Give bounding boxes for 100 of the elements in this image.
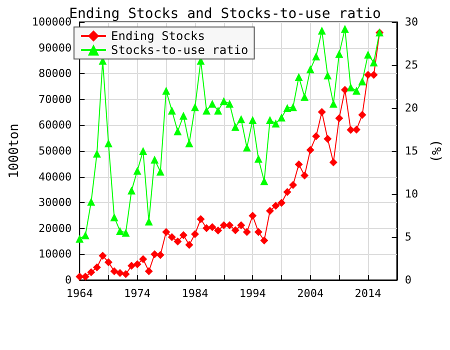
y-tick-label: 30000 [38,196,72,210]
point [139,255,148,264]
point [335,50,344,58]
point [110,267,118,276]
point [260,177,268,186]
x-tick-label: 1974 [124,287,151,300]
point [220,221,228,230]
point [168,106,176,115]
point [214,226,222,234]
x-tick-label: 2014 [354,287,382,300]
point [254,228,262,236]
point [150,250,159,258]
y-tick-label: 70000 [38,92,72,106]
point [370,58,378,66]
point [208,100,216,108]
y2-tick-label: 5 [404,230,412,244]
y2-tick-label: 15 [404,144,418,158]
point [289,181,298,190]
point [346,126,355,134]
point [179,112,188,120]
point [329,158,338,166]
x-tick-label: 1994 [239,287,266,300]
point [190,230,199,238]
point [122,270,130,278]
point [237,221,246,230]
point [144,267,153,276]
point [335,114,344,122]
point [254,154,262,163]
y-tick-label: 40000 [38,170,72,184]
point [237,115,246,124]
point [156,250,164,259]
point [208,223,216,232]
point [306,65,314,74]
point [150,156,159,164]
point [87,268,96,276]
point [162,86,170,95]
y2-tick-label: 25 [404,58,418,72]
point [231,122,240,131]
x-tick-label: 1964 [66,287,94,300]
point [283,188,292,196]
y-tick-label: 90000 [38,41,72,54]
point [104,258,112,266]
y2-tick-label: 20 [404,102,418,114]
point [156,168,164,176]
point [128,186,136,195]
point [300,92,309,101]
point [122,228,130,237]
y-tick-label: 10000 [38,248,72,261]
point [179,231,188,240]
point [202,106,211,115]
point [168,233,176,242]
point [346,83,355,92]
x-tick-label: 1984 [182,287,209,300]
point [358,77,366,86]
point [128,262,136,270]
point [133,166,142,175]
point [76,234,84,243]
x-tick-label: 2004 [297,287,324,300]
point [272,202,280,210]
y-tick-label: 60000 [38,118,72,132]
point [278,113,286,122]
point [294,160,303,168]
y-axis-title: 1000ton [7,124,22,178]
point [248,116,257,124]
point [226,100,234,108]
point [116,269,124,278]
y2-tick-label: 10 [404,188,418,200]
point [324,71,332,80]
point [92,263,101,272]
point [231,226,240,234]
y2-tick-label: 30 [404,16,418,28]
point [226,221,234,230]
point [260,236,268,245]
point [300,172,309,180]
point [133,260,142,268]
point [352,86,360,95]
point [283,104,292,112]
y-tick-label: 80000 [38,67,72,80]
point [370,70,378,79]
point [340,86,349,94]
point [144,218,153,226]
point [272,119,280,128]
point [202,224,211,232]
point [242,144,251,152]
point [81,231,90,240]
point [312,132,320,140]
point [174,238,182,246]
point [185,240,194,249]
point [312,52,320,60]
point [266,116,274,124]
point [110,213,118,222]
point [278,198,286,207]
y2-axis-title: (%) [428,139,443,163]
y-tick-label: 50000 [38,144,72,158]
y2-tick-label: 0 [404,274,412,286]
point [364,50,372,59]
point [185,139,194,148]
point [214,106,222,115]
point [98,252,107,260]
legend-label: Ending Stocks [111,29,205,43]
